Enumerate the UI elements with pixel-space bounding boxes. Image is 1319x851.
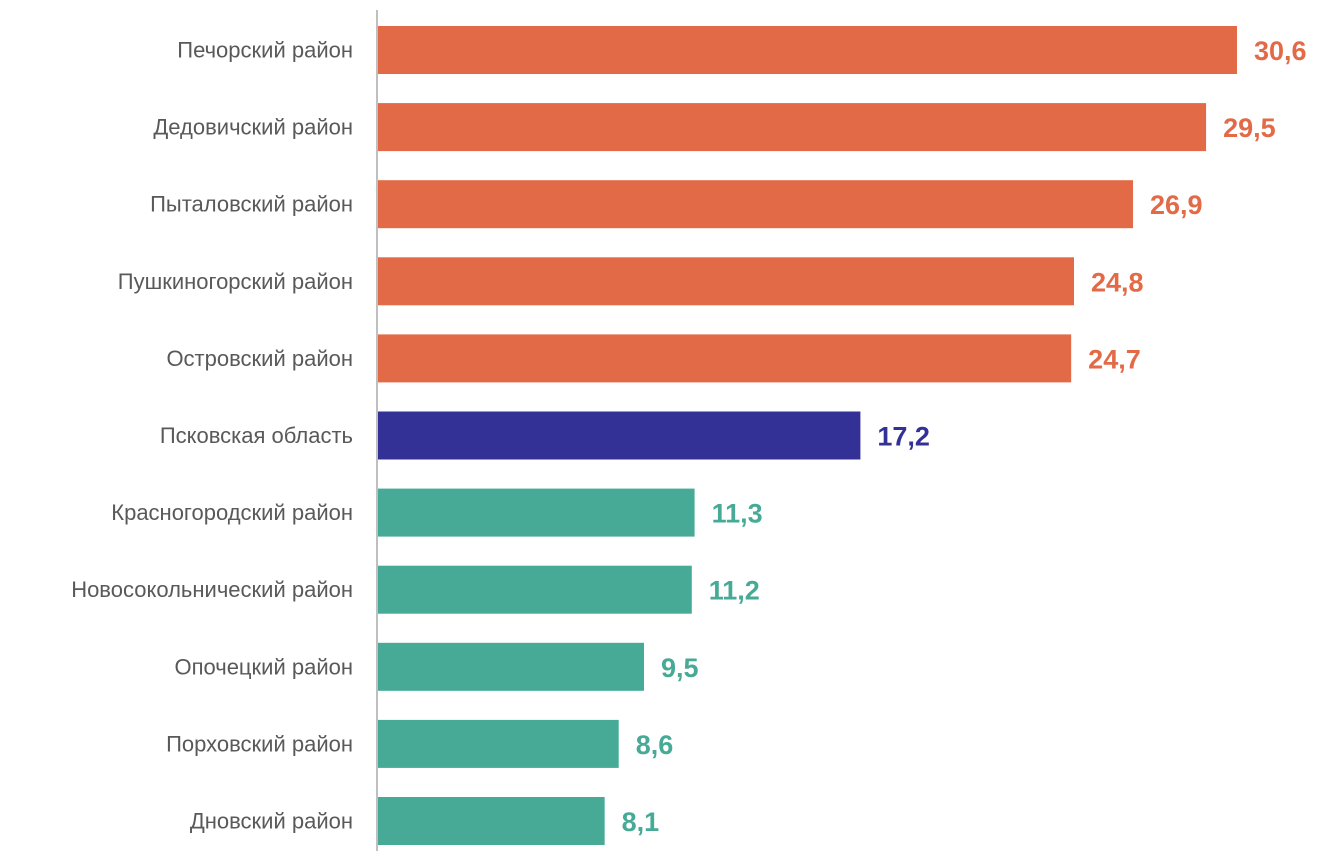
bar-7 [377,488,695,537]
category-label-3: Пыталовский район [150,192,353,217]
bar-10 [377,719,619,768]
bar-4 [377,257,1074,306]
bar-2 [377,103,1207,152]
bars-layer [377,26,1237,845]
bar-1 [377,26,1237,74]
category-label-4: Пушкиногорский район [118,269,353,294]
value-label-4: 24,8 [1091,267,1144,297]
bar-5 [377,334,1072,383]
bar-11 [377,797,605,845]
value-label-9: 9,5 [661,653,699,683]
category-label-10: Порховский район [166,731,353,756]
value-label-8: 11,2 [709,576,760,606]
category-labels-layer: Печорский район Дедовичский район Пыталовс… [71,38,353,834]
bar-9 [377,642,644,691]
category-label-8: Новосокольнический район [71,577,353,602]
bar-3 [377,180,1134,229]
bar-8 [377,565,692,614]
value-label-10: 8,6 [636,730,674,760]
value-label-1: 30,6 [1254,36,1307,66]
bar-6 [377,411,861,460]
category-label-1: Печорский район [177,38,353,63]
value-label-11: 8,1 [622,807,660,837]
value-label-7: 11,3 [712,499,763,529]
category-label-9: Опочецкий район [174,654,353,679]
value-label-3: 26,9 [1150,190,1203,220]
category-label-11: Дновский район [190,809,353,834]
category-label-7: Красногородский район [111,500,353,525]
value-label-2: 29,5 [1223,113,1276,143]
category-label-2: Дедовичский район [153,115,353,140]
value-label-5: 24,7 [1088,344,1141,374]
value-labels-layer: 30,6 29,5 26,9 24,8 24,7 17,2 11,3 11,2 9,5 8,6 8,… [622,36,1307,837]
category-label-5: Островский район [166,346,353,371]
category-label-6: Псковская область [160,423,353,448]
value-label-6: 17,2 [877,422,930,452]
